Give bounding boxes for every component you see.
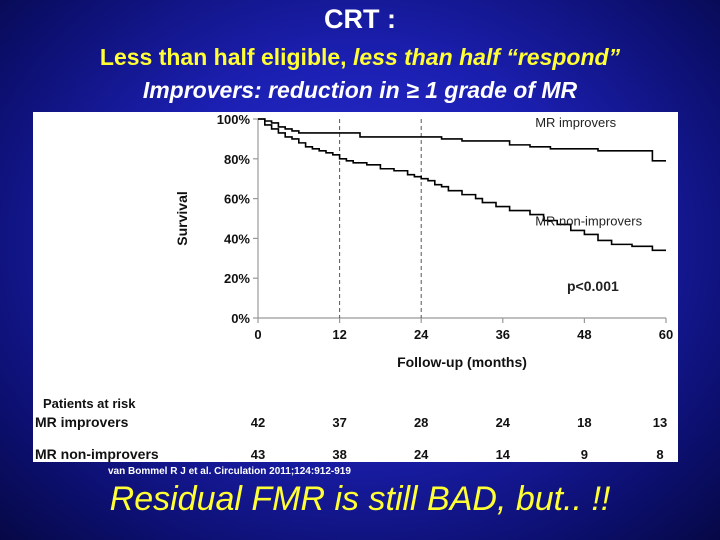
y-tick-label: 20% [224,271,250,286]
subtitle-italic: less than half “respond” [352,44,621,70]
y-tick-label: 60% [224,192,250,207]
y-tick-label: 40% [224,231,250,246]
risk-value: 9 [581,447,588,462]
x-tick-label: 0 [254,327,261,342]
risk-value: 24 [414,447,429,462]
survival-chart: 0% 20% 40% 60% 80% 100% 0 12 24 36 48 60 Follow-up (… [35,112,673,462]
risk-value: 42 [251,415,265,430]
y-tick-label: 80% [224,152,250,167]
tagline: Residual FMR is still BAD, but.. !! [109,480,611,518]
risk-row-label: MR improvers [35,414,129,430]
chart-panel: 0% 20% 40% 60% 80% 100% 0 12 24 36 48 60 Follow-up (… [33,112,678,462]
risk-row-label: MR non-improvers [35,446,159,462]
risk-value: 18 [577,415,591,430]
x-tick-label: 48 [577,327,591,342]
series-label-improvers: MR improvers [535,115,616,130]
risk-value: 24 [496,415,511,430]
series-label-non-improvers: MR non-improvers [535,213,642,228]
x-tick-label: 24 [414,327,429,342]
p-value-annotation: p<0.001 [567,278,619,294]
slide-subtitle-2: Improvers: reduction in ≥ 1 grade of MR [142,77,578,103]
y-tick-label: 100% [217,112,251,127]
x-tick-label: 36 [496,327,510,342]
risk-value: 28 [414,415,428,430]
risk-value: 13 [653,415,667,430]
slide-subtitle: Less than half eligible, less than half … [0,44,720,71]
survival-curve-improvers [258,118,666,162]
risk-value: 37 [332,415,346,430]
risk-table-header: Patients at risk [43,396,136,411]
x-tick-label: 60 [659,327,673,342]
slide-title: CRT : [324,4,396,34]
x-tick-label: 12 [332,327,346,342]
x-axis-title: Follow-up (months) [397,354,527,370]
citation: van Bommel R J et al. Circulation 2011;1… [108,466,351,477]
risk-value: 8 [656,447,663,462]
risk-value: 14 [496,447,511,462]
risk-value: 38 [332,447,346,462]
risk-value: 43 [251,447,265,462]
y-tick-label: 0% [231,311,250,326]
survival-curve-non-improvers [258,118,666,252]
y-axis-title: Survival [174,191,190,245]
subtitle-plain: Less than half eligible, [99,44,353,70]
